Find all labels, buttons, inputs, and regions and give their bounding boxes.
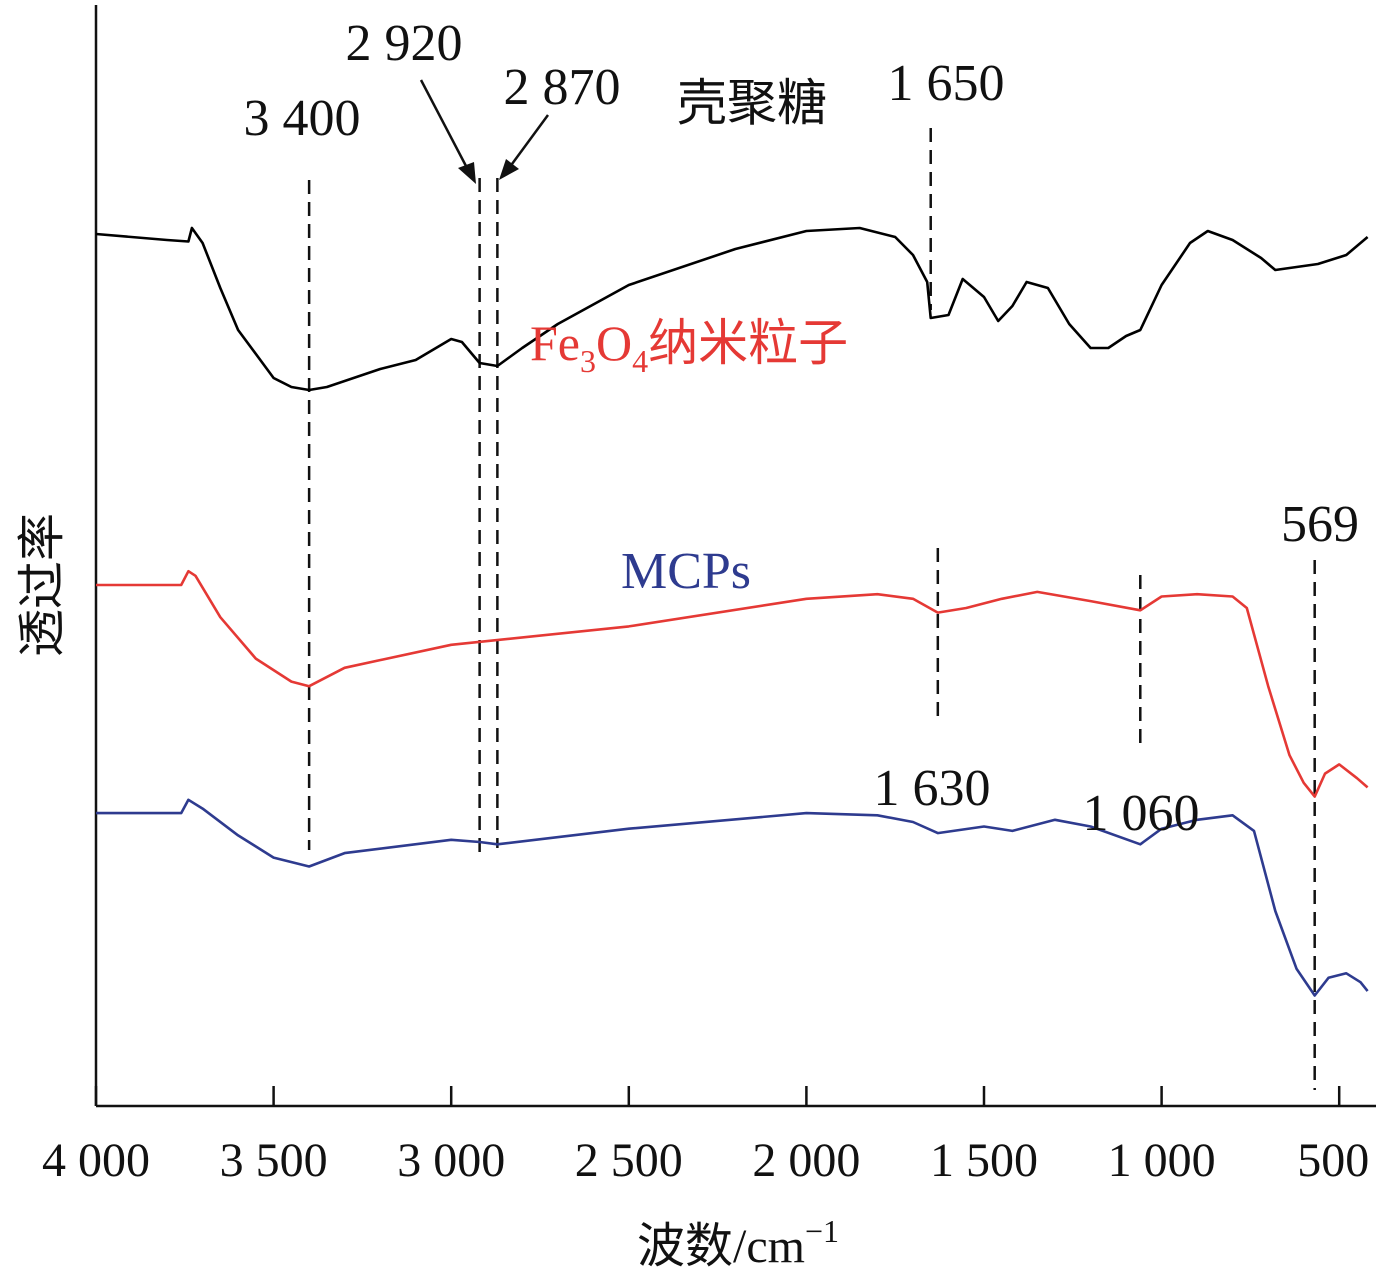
x-tick-label: 4 000 [42, 1134, 150, 1187]
peak-label-2870: 2 870 [504, 59, 621, 116]
peak-arrows [419, 79, 550, 184]
arrow-2920-head [458, 162, 476, 184]
curve-label-mcps: MCPs [621, 543, 751, 600]
peak-label-1630: 1 630 [874, 760, 991, 817]
curve-label-fe3o4: Fe3O4纳米粒子 [530, 315, 848, 379]
x-tick-label: 500 [1297, 1134, 1369, 1187]
series-line-2 [96, 798, 1369, 997]
series-lines [95, 226, 1369, 997]
curve-label-chitosan: 壳聚糖 [677, 75, 827, 131]
arrow-2870-head [499, 159, 519, 180]
peak-label-3400: 3 400 [244, 90, 361, 147]
series-line-0 [95, 226, 1369, 392]
arrow-2870 [510, 114, 550, 165]
arrow-2920 [419, 79, 468, 167]
x-tick-label: 3 500 [220, 1134, 328, 1187]
x-tick-label: 2 000 [752, 1134, 860, 1187]
peak-reference-lines [307, 128, 1316, 1090]
peak-label-1060: 1 060 [1083, 785, 1200, 842]
x-tick-label: 1 500 [930, 1134, 1038, 1187]
peak-label-1650: 1 650 [888, 55, 1005, 112]
peak-label-2920: 2 920 [346, 15, 463, 72]
series-line-1 [96, 569, 1369, 798]
x-axis-label: 波数/cm−1 [637, 1213, 839, 1273]
peak-label-569: 569 [1281, 496, 1359, 553]
x-tick-label: 2 500 [575, 1134, 683, 1187]
x-axis-tick-labels: 4 000 3 500 3 000 2 500 2 000 1 500 1 000 500 [42, 1134, 1369, 1187]
x-tick-label: 1 000 [1108, 1134, 1216, 1187]
x-tick-label: 3 000 [397, 1134, 505, 1187]
x-axis-ticks [94, 1086, 1341, 1106]
y-axis-label: 透过率 [16, 513, 69, 657]
